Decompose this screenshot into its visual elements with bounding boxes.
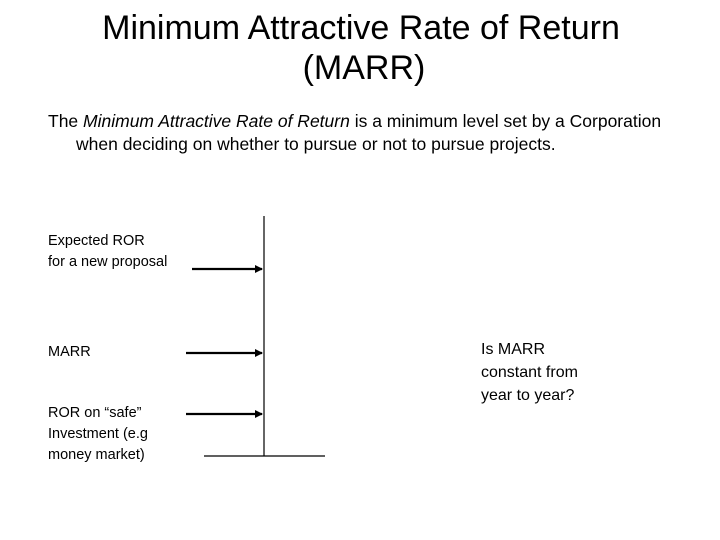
intro-term: Minimum Attractive Rate of Return	[83, 111, 350, 131]
intro-paragraph: The Minimum Attractive Rate of Return is…	[48, 110, 696, 156]
safe-ror-label-line-3: money market)	[48, 447, 145, 463]
intro-prefix: The	[48, 111, 84, 131]
expected-ror-label-line-1: Expected ROR	[48, 233, 145, 249]
slide-title-line-2: (MARR)	[302, 49, 426, 87]
intro-suffix: is a minimum level set by a Corporation …	[76, 111, 662, 154]
marr-label: MARR	[48, 342, 91, 363]
marr-question-line-1: Is MARR	[481, 341, 545, 358]
safe-ror-label: ROR on “safe” Investment (e.g money mark…	[48, 403, 148, 466]
marr-question: Is MARR constant from year to year?	[481, 338, 578, 407]
safe-ror-label-line-2: Investment (e.g	[48, 426, 148, 442]
slide-title: Minimum Attractive Rate of Return (MARR)	[0, 8, 720, 88]
expected-ror-label: Expected ROR for a new proposal	[48, 231, 167, 273]
expected-ror-label-line-2: for a new proposal	[48, 254, 168, 270]
safe-ror-label-line-1: ROR on “safe”	[48, 405, 142, 421]
marr-label-line-1: MARR	[48, 344, 91, 360]
marr-question-line-2: constant from	[481, 364, 578, 381]
slide-title-line-1: Minimum Attractive Rate of Return	[102, 9, 620, 47]
marr-question-line-3: year to year?	[481, 387, 575, 404]
